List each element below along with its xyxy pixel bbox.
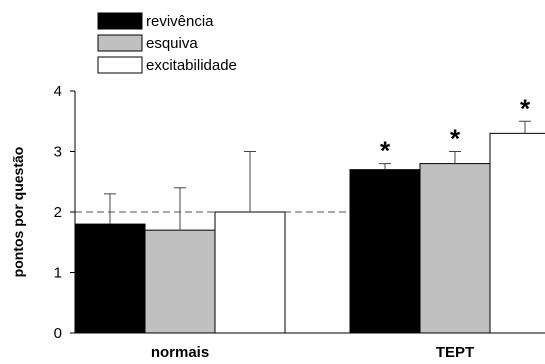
legend-label-2: excitabilidade	[146, 57, 237, 74]
y-tick-label-1: 1	[54, 265, 62, 282]
category-label-0: normais	[151, 344, 209, 361]
significance-marker-1: *	[450, 124, 461, 154]
y-axis-title: pontos por questão	[10, 147, 26, 278]
bar-TEPT-2	[489, 132, 545, 334]
y-tick-label-4: 4	[54, 83, 62, 100]
plot-area: normais TEPT * * * 0 1 2 3 4	[54, 83, 545, 361]
bar-normais-2	[214, 211, 286, 334]
legend-swatch-1	[97, 34, 143, 52]
bar-TEPT-0	[349, 169, 421, 334]
bar-normais-1	[144, 229, 216, 334]
category-label-1: TEPT	[436, 344, 474, 361]
significance-marker-0: *	[380, 136, 391, 166]
legend-swatch-0	[97, 12, 143, 30]
legend-label-1: esquiva	[146, 35, 198, 52]
bar-TEPT-1	[419, 163, 491, 334]
y-tick-label-3: 3	[54, 144, 62, 161]
legend-swatch-2	[97, 56, 143, 74]
bar-normais-0	[74, 223, 146, 334]
legend: revivência esquiva excitabilidade	[97, 12, 237, 74]
y-tick-label-2: 2	[54, 204, 62, 221]
y-tick-label-0: 0	[54, 325, 62, 342]
legend-label-0: revivência	[146, 13, 214, 30]
significance-marker-2: *	[520, 93, 531, 123]
